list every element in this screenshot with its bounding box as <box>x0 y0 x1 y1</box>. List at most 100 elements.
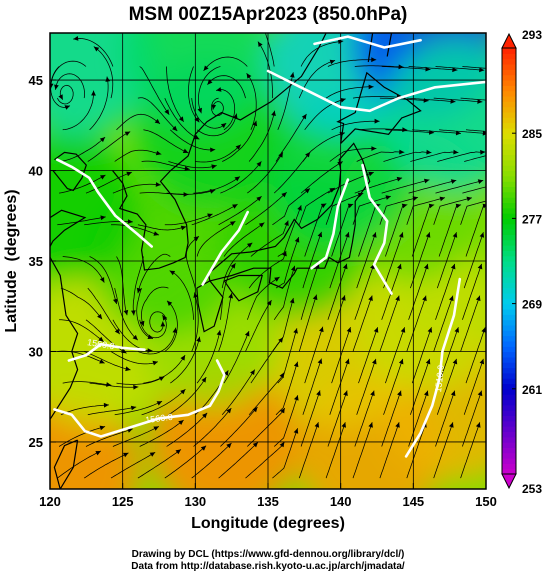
streamline <box>85 319 127 354</box>
streamline <box>411 204 435 257</box>
streamline-arrow <box>304 188 310 194</box>
streamline-arrow <box>452 67 458 73</box>
streamline-arrow <box>256 196 262 202</box>
streamline <box>60 287 103 320</box>
streamline <box>327 59 377 67</box>
colorbar-band <box>502 420 516 427</box>
colorbar-band <box>502 234 516 241</box>
height-contour <box>266 69 486 113</box>
height-contours: 1560.0 1560.0 1510.0 <box>53 35 486 458</box>
streamline-arrow <box>91 90 96 96</box>
plot-area: 1560.0 1560.0 1510.0 <box>50 33 486 489</box>
streamline <box>462 186 486 194</box>
colorbar-band <box>502 213 516 219</box>
streamline-arrow <box>412 196 418 201</box>
streamline-arrow <box>317 358 323 364</box>
streamline-arrow <box>289 72 295 78</box>
streamline <box>358 327 379 384</box>
colorbar-band <box>502 447 516 454</box>
streamline <box>85 171 132 194</box>
streamline <box>408 66 458 71</box>
streamline-arrow <box>99 277 105 283</box>
streamline <box>164 445 207 479</box>
streamline-arrow <box>207 213 213 218</box>
streamline-arrow <box>482 130 486 136</box>
streamline <box>433 97 483 103</box>
streamline-arrow <box>293 328 298 334</box>
streamline-arrow <box>477 179 484 184</box>
colorbar-band <box>502 111 516 118</box>
colorbar-band <box>502 181 516 188</box>
streamline-arrow <box>297 205 302 211</box>
streamline <box>83 452 129 479</box>
streamline <box>412 129 462 134</box>
streamline-arrow <box>481 327 486 333</box>
streamline <box>220 406 258 447</box>
streamline-arrow <box>294 395 299 401</box>
streamline <box>164 97 200 140</box>
height-contour <box>201 210 249 286</box>
streamline <box>275 361 298 416</box>
colorbar-band <box>502 239 516 246</box>
colorbar-band <box>502 298 516 305</box>
streamline-arrow <box>127 219 133 224</box>
streamline-arrow <box>479 232 485 238</box>
streamline-arrow <box>252 442 258 448</box>
streamline-arrow <box>226 408 232 414</box>
streamline-arrow <box>99 425 106 431</box>
streamline <box>114 149 162 162</box>
streamline-arrow <box>200 445 207 451</box>
streamline <box>215 89 236 131</box>
streamline <box>62 381 112 386</box>
streamline <box>245 192 287 226</box>
colorbar-tick-label: 277 <box>522 212 542 226</box>
streamline <box>273 395 299 447</box>
streamline <box>248 110 275 162</box>
streamline <box>193 176 241 194</box>
streamline-arrow <box>125 366 131 372</box>
streamline-arrow <box>479 358 485 365</box>
streamline-arrow <box>172 327 178 333</box>
streamline-arrow <box>320 203 327 209</box>
streamline-arrow <box>340 98 346 103</box>
contour-label: 1560.0 <box>145 412 174 425</box>
colorbar-band <box>502 261 516 267</box>
streamline <box>265 33 275 67</box>
streamline <box>137 449 182 479</box>
streamline-arrow <box>371 146 377 151</box>
streamline <box>298 422 319 479</box>
streamline-arrow <box>284 220 289 226</box>
streamline-arrow <box>452 232 458 238</box>
streamline-arrow <box>395 422 400 428</box>
colorbar-arrow-bottom <box>501 473 517 490</box>
streamline-arrow <box>482 203 486 209</box>
streamline <box>327 263 348 320</box>
streamline <box>304 326 324 384</box>
streamline-arrow <box>153 426 159 431</box>
streamline-arrow <box>130 405 137 411</box>
streamline <box>329 148 377 162</box>
streamline <box>136 287 154 339</box>
streamline <box>383 358 404 415</box>
y-tick-label: 30 <box>29 344 43 359</box>
streamline <box>436 358 457 415</box>
colorbar-tick-label: 269 <box>522 298 542 312</box>
colorbar-band <box>502 468 516 475</box>
streamline <box>137 97 178 132</box>
streamline-arrow <box>337 161 343 167</box>
colorbar-band <box>502 330 516 337</box>
colorbar-band <box>502 335 516 342</box>
streamline <box>383 232 404 289</box>
x-tick-label: 150 <box>475 494 497 509</box>
streamline <box>257 41 273 99</box>
streamline <box>248 372 285 416</box>
streamline <box>379 97 429 102</box>
streamline <box>464 155 486 162</box>
streamline-arrow <box>95 451 101 456</box>
colorbar-band <box>502 378 516 385</box>
colorbar-band <box>502 431 516 438</box>
streamline <box>272 297 294 352</box>
streamline <box>385 204 408 257</box>
streamline <box>87 287 120 335</box>
streamline-arrow <box>477 390 483 397</box>
